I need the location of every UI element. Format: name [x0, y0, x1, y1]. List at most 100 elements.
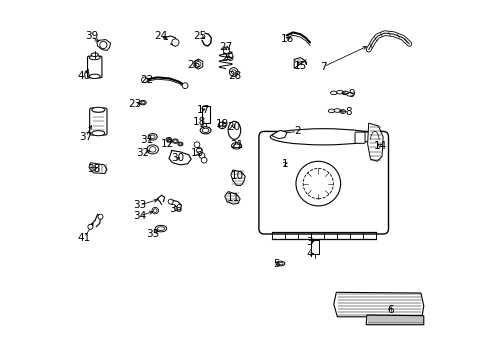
Polygon shape — [366, 315, 423, 325]
Ellipse shape — [141, 102, 144, 104]
Text: 12: 12 — [161, 139, 174, 149]
FancyBboxPatch shape — [89, 108, 107, 135]
Text: 29: 29 — [221, 53, 234, 63]
Circle shape — [168, 199, 173, 204]
Ellipse shape — [166, 138, 171, 142]
Circle shape — [100, 41, 107, 49]
Polygon shape — [230, 170, 244, 185]
Circle shape — [141, 77, 147, 83]
Ellipse shape — [140, 100, 146, 105]
Text: 27: 27 — [219, 42, 232, 52]
Text: 39: 39 — [85, 31, 98, 41]
Ellipse shape — [346, 93, 352, 96]
Text: 8: 8 — [345, 107, 351, 117]
Polygon shape — [294, 58, 306, 68]
FancyBboxPatch shape — [201, 106, 209, 123]
Text: 30: 30 — [171, 153, 184, 163]
Ellipse shape — [200, 127, 211, 134]
Polygon shape — [89, 163, 107, 174]
Ellipse shape — [146, 145, 158, 154]
Polygon shape — [272, 130, 286, 139]
Circle shape — [98, 214, 103, 219]
FancyBboxPatch shape — [87, 56, 102, 78]
Polygon shape — [224, 192, 240, 204]
Ellipse shape — [178, 142, 183, 146]
Text: 34: 34 — [132, 211, 146, 221]
Circle shape — [152, 207, 158, 214]
Ellipse shape — [342, 91, 348, 95]
Ellipse shape — [276, 261, 284, 266]
Text: 13: 13 — [190, 148, 203, 158]
FancyBboxPatch shape — [258, 131, 387, 234]
Ellipse shape — [173, 140, 177, 143]
Circle shape — [182, 83, 187, 89]
FancyBboxPatch shape — [354, 132, 365, 143]
Circle shape — [303, 168, 333, 199]
Circle shape — [201, 157, 206, 163]
Ellipse shape — [202, 128, 208, 132]
Ellipse shape — [92, 131, 104, 136]
Text: 9: 9 — [348, 89, 354, 99]
Ellipse shape — [277, 262, 283, 265]
Ellipse shape — [89, 74, 100, 78]
Ellipse shape — [149, 147, 156, 152]
Ellipse shape — [228, 121, 240, 139]
Circle shape — [171, 39, 179, 46]
Ellipse shape — [231, 143, 241, 149]
Text: 18: 18 — [192, 117, 206, 127]
Polygon shape — [367, 123, 382, 161]
Text: 16: 16 — [281, 33, 294, 44]
Ellipse shape — [89, 55, 100, 60]
Text: 31: 31 — [140, 135, 153, 145]
Ellipse shape — [339, 110, 346, 113]
Ellipse shape — [218, 122, 225, 129]
Ellipse shape — [167, 138, 170, 141]
Circle shape — [199, 153, 204, 158]
Text: 41: 41 — [78, 233, 91, 243]
Text: 1: 1 — [281, 159, 287, 169]
Text: 36: 36 — [169, 204, 183, 214]
Ellipse shape — [157, 227, 164, 230]
Circle shape — [295, 161, 340, 206]
Circle shape — [194, 142, 200, 148]
Text: 7: 7 — [320, 62, 326, 72]
Text: 17: 17 — [196, 105, 209, 115]
Text: 21: 21 — [230, 140, 244, 150]
Text: 38: 38 — [86, 164, 100, 174]
FancyBboxPatch shape — [310, 240, 318, 254]
Text: 19: 19 — [216, 119, 229, 129]
Ellipse shape — [172, 139, 178, 143]
Text: 23: 23 — [128, 99, 141, 109]
Polygon shape — [97, 40, 110, 50]
Text: 15: 15 — [293, 60, 306, 71]
Text: 14: 14 — [373, 141, 386, 151]
Ellipse shape — [92, 107, 104, 112]
Text: 37: 37 — [80, 132, 93, 142]
Text: 3: 3 — [305, 237, 312, 247]
Text: 4: 4 — [305, 249, 312, 259]
Text: 2: 2 — [293, 126, 300, 136]
Ellipse shape — [333, 109, 340, 112]
Ellipse shape — [330, 91, 336, 95]
Circle shape — [196, 148, 202, 153]
Circle shape — [229, 68, 238, 76]
Text: 33: 33 — [132, 200, 146, 210]
Ellipse shape — [155, 225, 166, 232]
Text: 28: 28 — [227, 71, 241, 81]
Ellipse shape — [91, 53, 98, 57]
Circle shape — [231, 70, 235, 74]
Text: 20: 20 — [226, 122, 240, 132]
Circle shape — [196, 62, 201, 67]
Text: 22: 22 — [141, 75, 154, 85]
Ellipse shape — [336, 90, 343, 94]
Ellipse shape — [179, 143, 182, 145]
Ellipse shape — [150, 135, 155, 139]
Circle shape — [88, 224, 93, 229]
Text: 35: 35 — [146, 229, 159, 239]
Ellipse shape — [148, 134, 157, 140]
Text: 5: 5 — [272, 258, 279, 269]
Text: 26: 26 — [186, 60, 200, 70]
Text: 11: 11 — [226, 193, 239, 203]
Text: 32: 32 — [136, 148, 149, 158]
Circle shape — [153, 209, 157, 212]
